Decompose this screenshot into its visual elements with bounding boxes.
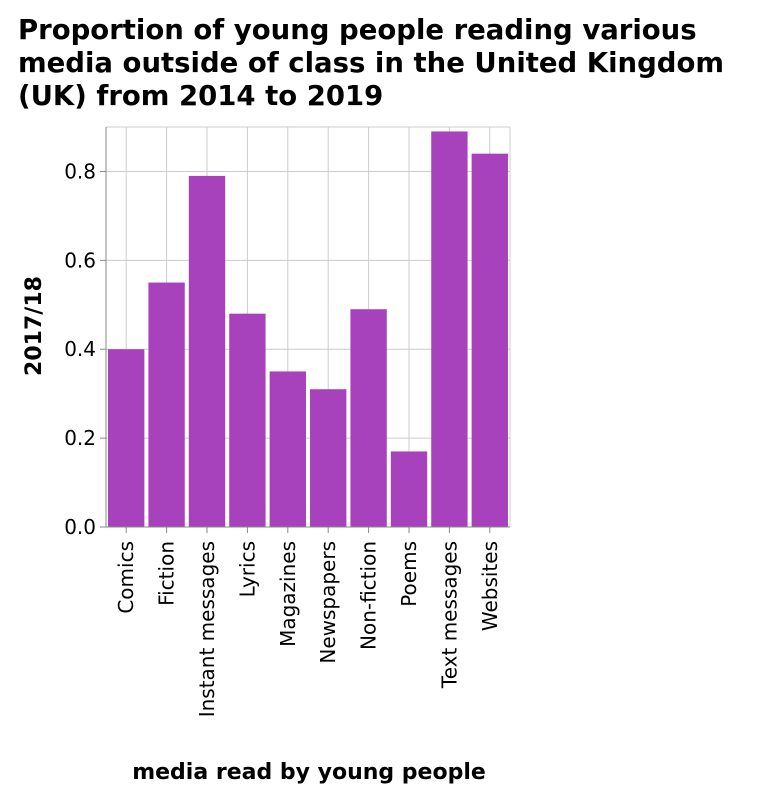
x-tick-label: Poems xyxy=(397,541,421,607)
bars xyxy=(108,131,508,527)
bar-instant-messages xyxy=(188,175,226,527)
x-tick-label: Comics xyxy=(114,541,138,614)
y-ticks: 0.0 0.2 0.4 0.6 0.8 xyxy=(64,159,106,539)
y-tick-label: 0.4 xyxy=(64,337,96,361)
axes xyxy=(105,127,510,528)
y-tick-label: 0.8 xyxy=(64,159,96,183)
bar-magazines xyxy=(269,371,306,527)
chart-title: Proportion of young people reading vario… xyxy=(18,14,725,112)
x-tick-label: Fiction xyxy=(155,541,179,606)
bar-comics xyxy=(108,349,145,527)
bar-websites xyxy=(471,153,508,527)
x-tick-label: Non-fiction xyxy=(357,541,381,650)
bar-text-messages xyxy=(431,131,468,527)
x-tick-label: Text messages xyxy=(437,541,461,689)
y-axis-title: 2017/18 xyxy=(22,276,47,376)
x-axis-title: media read by young people xyxy=(132,760,486,785)
bar-poems xyxy=(390,451,428,527)
x-tick-label: Magazines xyxy=(276,541,300,647)
y-tick-label: 0.2 xyxy=(64,426,96,450)
bar-lyrics xyxy=(229,313,266,527)
x-tick-label: Lyrics xyxy=(235,541,259,597)
x-tick-label: Websites xyxy=(478,541,502,631)
bar-newspapers xyxy=(310,389,347,527)
x-ticks: Comics Fiction Instant messages Lyrics Magaz… xyxy=(114,527,502,717)
bar-fiction xyxy=(148,282,185,527)
x-tick-label: Instant messages xyxy=(195,541,219,717)
bar-non-fiction xyxy=(350,309,387,527)
x-tick-label: Newspapers xyxy=(316,541,340,664)
y-tick-label: 0.0 xyxy=(64,515,96,539)
y-tick-label: 0.6 xyxy=(64,248,96,272)
